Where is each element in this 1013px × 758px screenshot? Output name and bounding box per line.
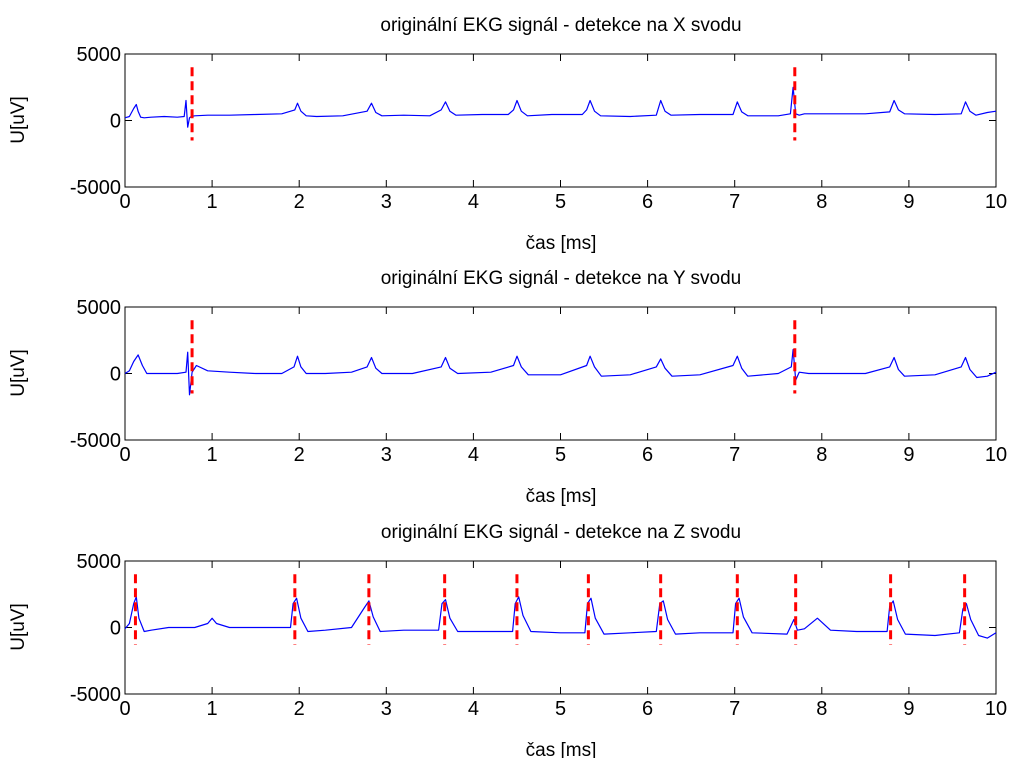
detections [190, 67, 797, 141]
x-tick-label: 2 [294, 191, 305, 213]
x-tick-label: 5 [555, 444, 566, 466]
x-axis: 0 1 2 3 4 5 6 7 8 9 10 [119, 561, 1007, 720]
x-tick-label: 4 [468, 444, 479, 466]
y-axis-label: U[uV] [8, 349, 29, 397]
x-tick-label: 1 [207, 698, 218, 720]
y-tick-label: 5000 [77, 551, 122, 573]
ekg-signal-line [124, 86, 997, 128]
x-axis-label: čas [ms] [526, 233, 597, 254]
y-tick-label: -5000 [70, 177, 121, 199]
x-tick-label: 9 [903, 698, 914, 720]
panel-y: originální EKG signál - detekce na Y svo… [8, 268, 1007, 507]
x-tick-label: 8 [816, 191, 827, 213]
y-axis: -5000 0 5000 [70, 297, 996, 452]
x-tick-label: 10 [985, 191, 1007, 213]
x-tick-label: 10 [985, 444, 1007, 466]
ekg-signal-line [124, 349, 997, 396]
signal-plot [124, 349, 997, 396]
y-axis-label: U[uV] [8, 603, 29, 651]
y-tick-label: 5000 [77, 44, 122, 66]
panel-title: originální EKG signál - detekce na Z svo… [381, 522, 741, 543]
x-tick-label: 0 [119, 698, 130, 720]
y-tick-label: 0 [110, 364, 121, 386]
x-tick-label: 9 [903, 191, 914, 213]
x-tick-label: 3 [381, 444, 392, 466]
ekg-signal-line [124, 596, 997, 639]
x-tick-label: 3 [381, 698, 392, 720]
panel-z: originální EKG signál - detekce na Z svo… [8, 522, 1007, 758]
x-tick-label: 1 [207, 191, 218, 213]
x-tick-label: 0 [119, 444, 130, 466]
x-tick-label: 2 [294, 444, 305, 466]
y-axis-label: U[uV] [8, 96, 29, 144]
signal-plot [124, 596, 997, 639]
x-tick-label: 2 [294, 698, 305, 720]
x-axis-label: čas [ms] [526, 740, 597, 758]
x-tick-label: 6 [642, 191, 653, 213]
panel-title: originální EKG signál - detekce na X svo… [380, 15, 741, 36]
y-axis: -5000 0 5000 [70, 44, 996, 199]
y-tick-label: 5000 [77, 297, 122, 319]
x-tick-label: 10 [985, 698, 1007, 720]
x-tick-label: 7 [729, 444, 740, 466]
x-tick-label: 6 [642, 444, 653, 466]
panel-x: originální EKG signál - detekce na X svo… [8, 15, 1007, 254]
x-tick-label: 7 [729, 698, 740, 720]
plot-area [124, 53, 997, 188]
x-tick-label: 4 [468, 698, 479, 720]
signal-plot [124, 86, 997, 128]
x-tick-label: 8 [816, 698, 827, 720]
x-axis-label: čas [ms] [526, 486, 597, 507]
detections [133, 574, 967, 645]
y-axis: -5000 0 5000 [70, 551, 996, 706]
detections [190, 320, 797, 394]
x-tick-label: 5 [555, 698, 566, 720]
x-tick-label: 1 [207, 444, 218, 466]
y-tick-label: -5000 [70, 430, 121, 452]
x-axis: 0 1 2 3 4 5 6 7 8 9 10 [119, 307, 1007, 466]
x-tick-label: 4 [468, 191, 479, 213]
x-tick-label: 3 [381, 191, 392, 213]
x-tick-label: 7 [729, 191, 740, 213]
x-tick-label: 0 [119, 191, 130, 213]
panel-title: originální EKG signál - detekce na Y svo… [381, 268, 742, 289]
y-tick-label: 0 [110, 111, 121, 133]
x-tick-label: 5 [555, 191, 566, 213]
x-axis: 0 1 2 3 4 5 6 7 8 9 10 [119, 54, 1007, 213]
y-tick-label: 0 [110, 618, 121, 640]
y-tick-label: -5000 [70, 684, 121, 706]
x-tick-label: 6 [642, 698, 653, 720]
x-tick-label: 9 [903, 444, 914, 466]
x-tick-label: 8 [816, 444, 827, 466]
